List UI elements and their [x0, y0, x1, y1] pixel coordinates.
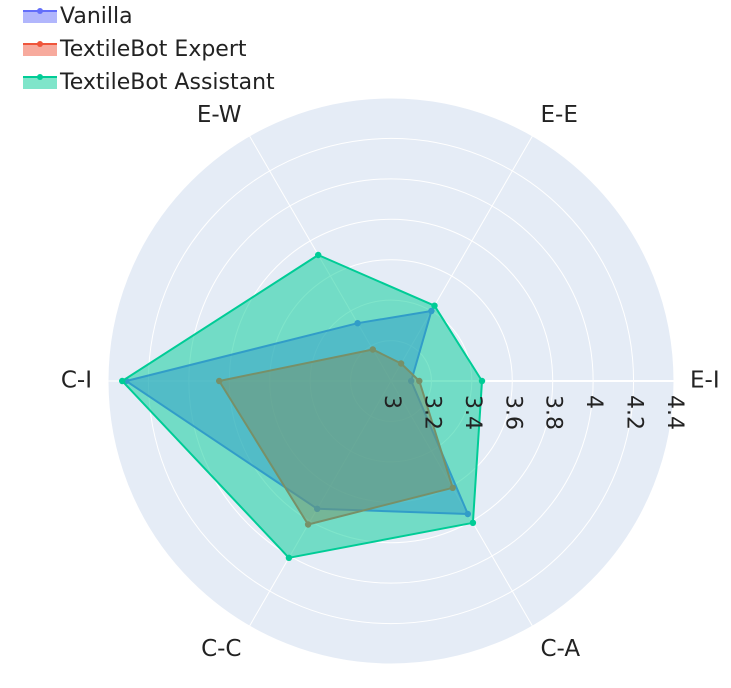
legend-item[interactable]: TextileBot Assistant: [23, 70, 275, 95]
legend-marker: [37, 8, 43, 14]
axis-label-c-a: C-A: [541, 636, 581, 662]
legend-swatch: [23, 11, 57, 23]
axis-label-e-e: E-E: [541, 102, 578, 128]
angular-axis-labels: E-I E-E E-W C-I C-C C-A: [61, 102, 720, 662]
axis-label-e-i: E-I: [690, 368, 720, 394]
legend-item[interactable]: Vanilla: [23, 4, 133, 29]
series-layer: [119, 251, 486, 561]
legend: Vanilla TextileBot Expert TextileBot Assis…: [23, 4, 275, 95]
legend-swatch: [23, 77, 57, 89]
data-point: [469, 519, 477, 526]
radial-tick-label: 3: [379, 395, 404, 409]
radial-tick-label: 3.2: [419, 395, 444, 430]
axis-label-c-i: C-I: [61, 368, 92, 394]
legend-swatch: [23, 44, 57, 56]
radial-tick-label: 4.4: [662, 395, 687, 430]
data-point: [431, 302, 438, 309]
legend-item[interactable]: TextileBot Expert: [23, 37, 247, 62]
data-point: [285, 554, 293, 561]
legend-label: Vanilla: [60, 4, 133, 29]
radial-tick-labels: 3 3.2 3.4 3.6 3.8 4 4.2 4.4: [379, 395, 687, 430]
legend-label: TextileBot Expert: [59, 37, 247, 62]
radial-tick-label: 3.4: [460, 395, 485, 430]
data-point: [119, 377, 126, 385]
radial-tick-label: 3.6: [500, 395, 525, 430]
axis-label-c-c: C-C: [201, 636, 241, 662]
legend-marker: [37, 74, 43, 80]
radial-tick-label: 4: [581, 395, 606, 409]
data-point: [478, 377, 486, 385]
radial-tick-label: 3.8: [541, 395, 566, 430]
data-point: [315, 251, 322, 259]
axis-label-e-w: E-W: [197, 102, 242, 128]
series-textilebot-assistant: [119, 251, 486, 561]
legend-label: TextileBot Assistant: [59, 70, 275, 95]
radial-tick-label: 4.2: [622, 395, 647, 430]
legend-marker: [37, 41, 43, 47]
